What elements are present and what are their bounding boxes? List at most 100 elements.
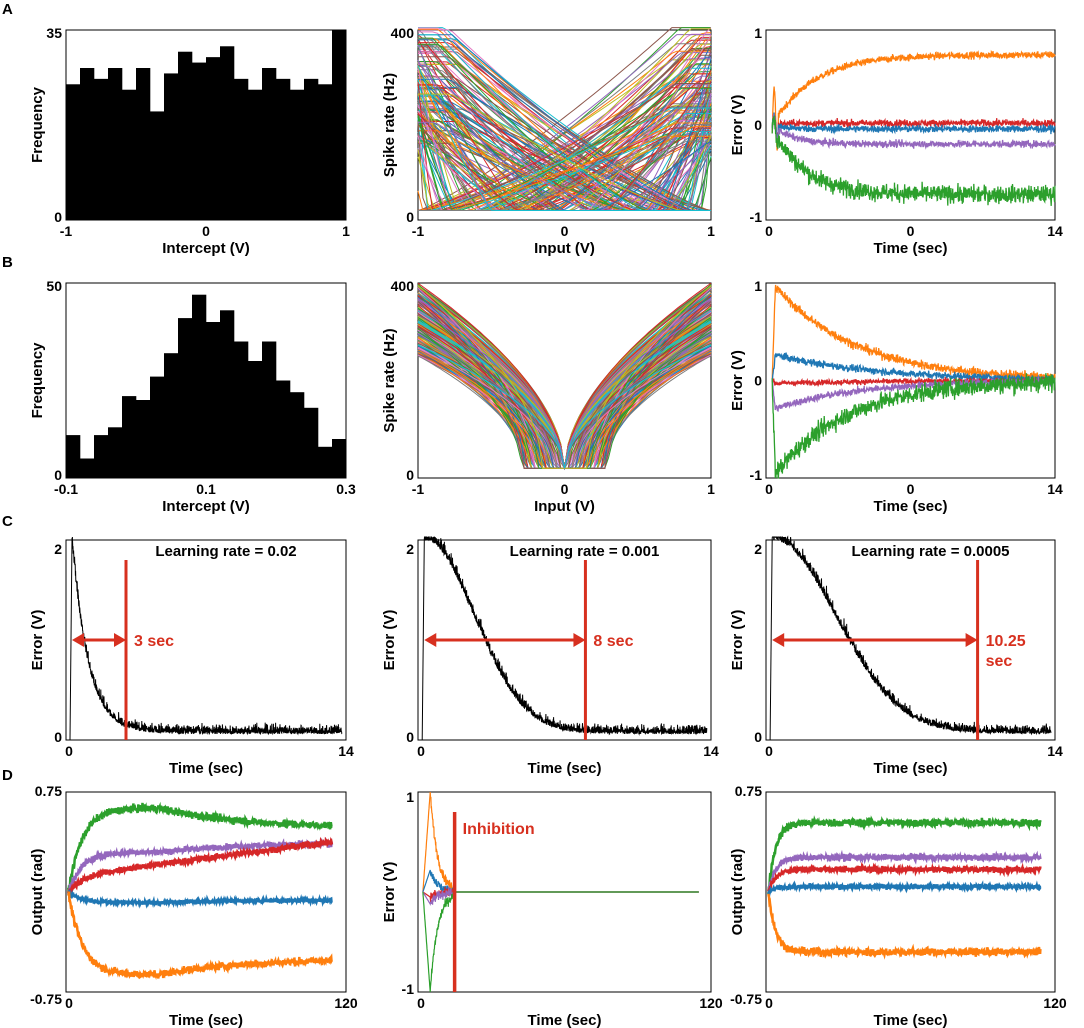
histogram-bar (276, 380, 291, 478)
x-axis-label: Intercept (V) (162, 240, 250, 257)
x-tick-label: 0 (561, 223, 569, 239)
histogram-bar (192, 62, 207, 221)
plot-D2: Inhibition 0 120 -1 1 Time (sec) Error (V) (381, 789, 723, 1028)
panel-label-B: B (2, 254, 13, 271)
y-axis-label: Error (V) (729, 350, 746, 411)
histogram-bar (290, 89, 305, 220)
histogram-bar (318, 84, 333, 221)
x-axis-label: Time (sec) (169, 1012, 243, 1028)
y-axis-label: Output (rad) (29, 849, 46, 936)
y-tick-label: 2 (754, 541, 762, 557)
y-tick-label: 0.75 (35, 783, 62, 799)
x-tick-label: -1 (60, 223, 73, 239)
histogram-bar (234, 78, 249, 220)
x-tick-label: 0 (202, 223, 210, 239)
y-tick-label: 35 (46, 25, 62, 41)
error-series-green (771, 373, 1056, 479)
tuning-curve (418, 87, 711, 211)
learning-rate-label: Learning rate = 0.001 (510, 543, 660, 560)
x-tick-label: -1 (412, 223, 425, 239)
y-tick-label: -1 (402, 981, 415, 997)
y-tick-label: 0 (54, 467, 62, 483)
tuning-curve (417, 27, 711, 211)
tuning-curve (418, 93, 711, 211)
x-axis-label: Time (sec) (874, 240, 948, 257)
tuning-curve (418, 83, 711, 211)
x-tick-label: 0 (765, 995, 773, 1011)
tuning-curve (417, 287, 712, 469)
tuning-curve (418, 101, 711, 211)
x-tick-label: 0 (765, 481, 773, 497)
output-series-purple (767, 849, 1042, 896)
arrow-head-right (573, 633, 586, 647)
tuning-curve (418, 122, 711, 211)
arrow-head-left (772, 633, 785, 647)
y-tick-label: 0 (754, 117, 762, 133)
x-axis-label: Input (V) (534, 498, 595, 515)
y-tick-label: 0 (406, 209, 414, 225)
x-tick-label: 0 (907, 223, 915, 239)
histogram-bar (136, 68, 151, 220)
x-tick-label: 120 (699, 995, 723, 1011)
x-tick-label: 14 (1047, 743, 1063, 759)
error-series-purple (422, 886, 699, 906)
error-trace (769, 535, 1052, 741)
y-tick-label: -1 (750, 209, 763, 225)
error-trace (421, 536, 708, 741)
x-axis-label: Time (sec) (874, 1012, 948, 1028)
tuning-curve (418, 112, 711, 211)
tuning-curve (417, 287, 712, 469)
x-axis-label: Time (sec) (169, 760, 243, 777)
plot-frame (417, 282, 712, 479)
duration-label: 8 sec (593, 633, 633, 650)
output-series-purple (67, 836, 334, 895)
plot-C3: 10.25 sec Learning rate = 0.0005 0 14 0 2 Time … (729, 535, 1063, 777)
output-series-orange (67, 891, 333, 981)
histogram-bar (290, 392, 305, 478)
y-tick-label: 1 (754, 25, 762, 41)
histogram-bar (164, 353, 179, 478)
histogram-bar (66, 84, 81, 221)
x-tick-label: 0 (417, 743, 425, 759)
error-series-orange (771, 284, 1056, 382)
tuning-curve (417, 344, 712, 469)
duration-label: 3 sec (134, 633, 174, 650)
x-axis-label: Time (sec) (528, 1012, 602, 1028)
x-tick-label: 0 (417, 995, 425, 1011)
arrow-head-right (965, 633, 978, 647)
x-tick-label: 120 (1043, 995, 1067, 1011)
histogram-bar (248, 89, 263, 220)
error-series-blue (771, 112, 1056, 138)
x-tick-label: 14 (703, 743, 719, 759)
histogram-bar (220, 46, 235, 221)
y-tick-label: 0 (406, 467, 414, 483)
y-axis-label: Output (rad) (729, 849, 746, 936)
y-tick-label: 400 (391, 278, 415, 294)
x-tick-label: 0 (907, 481, 915, 497)
error-series-orange (422, 791, 699, 893)
x-tick-label: 0 (765, 223, 773, 239)
plot-frame (765, 791, 1056, 993)
output-series-red (767, 861, 1042, 895)
x-tick-label: 14 (338, 743, 354, 759)
x-axis-label: Input (V) (534, 240, 595, 257)
histogram-bar (122, 396, 137, 478)
histogram-bar (150, 111, 165, 220)
y-tick-label: 0.75 (735, 783, 762, 799)
y-axis-label: Error (V) (29, 610, 46, 671)
output-series-blue (767, 880, 1042, 898)
x-tick-label: 0 (765, 743, 773, 759)
y-tick-label: 50 (46, 278, 62, 294)
x-axis-label: Time (sec) (528, 760, 602, 777)
tuning-curve (417, 296, 712, 469)
panel-label-A: A (2, 1, 13, 18)
tuning-curve (418, 76, 711, 211)
histogram-bar (108, 68, 123, 220)
y-tick-label: 1 (406, 789, 414, 805)
x-axis-label: Intercept (V) (162, 498, 250, 515)
plot-D3: 0 120 -0.75 0.75 Time (sec) Output (rad) (729, 783, 1067, 1028)
output-series-green (767, 815, 1042, 895)
